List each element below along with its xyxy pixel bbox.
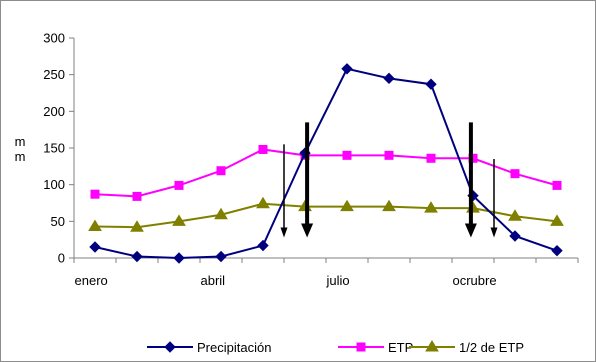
arrow-head bbox=[301, 223, 314, 238]
annotation-arrows bbox=[280, 122, 498, 238]
data-point bbox=[550, 214, 564, 226]
data-point bbox=[130, 220, 144, 232]
data-point bbox=[424, 201, 438, 213]
data-point bbox=[342, 150, 352, 160]
data-point bbox=[509, 230, 521, 242]
legend-marker bbox=[425, 340, 439, 352]
data-point bbox=[132, 191, 142, 201]
y-tick-label: 300 bbox=[43, 31, 65, 46]
arrow-annotation bbox=[280, 144, 288, 238]
data-point bbox=[426, 153, 436, 163]
data-point bbox=[551, 244, 563, 257]
x-tick-label: ocrubre bbox=[453, 273, 497, 288]
legend-label: 1/2 de ETP bbox=[459, 340, 524, 355]
data-point bbox=[258, 144, 268, 154]
y-tick-label: 0 bbox=[58, 251, 65, 266]
data-point bbox=[425, 78, 437, 90]
y-tick-label: 250 bbox=[43, 67, 65, 82]
legend-item: ETP bbox=[338, 340, 413, 355]
data-point bbox=[215, 250, 227, 263]
legend: Precipitación ETP 1/2 de ETP bbox=[147, 340, 524, 355]
y-axis-label-char: m bbox=[15, 134, 26, 149]
data-point bbox=[510, 169, 520, 179]
data-point bbox=[340, 199, 354, 212]
data-point bbox=[383, 72, 395, 85]
y-tick-label: 150 bbox=[43, 141, 65, 156]
data-point bbox=[174, 180, 184, 190]
data-point bbox=[90, 189, 100, 199]
data-point bbox=[508, 209, 522, 221]
series-layer bbox=[88, 63, 564, 264]
legend-label: Precipitación bbox=[197, 340, 271, 355]
arrow-annotation bbox=[301, 122, 314, 238]
data-point bbox=[172, 214, 186, 226]
series-line bbox=[94, 202, 558, 229]
arrow-head bbox=[490, 227, 498, 238]
series-1 bbox=[90, 144, 562, 201]
legend-item: 1/2 de ETP bbox=[409, 340, 524, 355]
series-line bbox=[94, 148, 558, 198]
data-point bbox=[131, 250, 143, 263]
series-0 bbox=[89, 63, 563, 264]
data-point bbox=[341, 63, 353, 75]
data-point bbox=[89, 241, 101, 253]
data-point bbox=[384, 150, 394, 160]
arrow-annotation bbox=[464, 122, 477, 238]
legend-marker bbox=[356, 342, 366, 352]
data-point bbox=[214, 207, 228, 220]
y-tick-label: 50 bbox=[51, 214, 65, 229]
y-tick-label: 100 bbox=[43, 177, 65, 192]
x-tick-label: julio bbox=[326, 273, 350, 288]
data-point bbox=[468, 153, 478, 163]
data-point bbox=[88, 219, 102, 231]
legend-label: ETP bbox=[388, 340, 413, 355]
data-point bbox=[382, 199, 396, 212]
arrow-head bbox=[464, 223, 477, 238]
arrow-head bbox=[280, 227, 288, 238]
data-point bbox=[216, 166, 226, 176]
data-point bbox=[552, 180, 562, 190]
data-point bbox=[256, 196, 270, 209]
y-axis-label: mm bbox=[15, 134, 26, 164]
series-line bbox=[94, 67, 558, 260]
y-axis-ticks: 0 50 100 150 200 250 300 bbox=[43, 31, 74, 266]
legend-item: Precipitación bbox=[147, 340, 271, 355]
x-axis-ticks: enero abril julio ocrubre bbox=[73, 258, 579, 288]
x-tick-label: enero bbox=[75, 273, 108, 288]
legend-marker bbox=[164, 341, 176, 353]
y-axis-label-char: m bbox=[15, 149, 26, 164]
arrow-annotation bbox=[490, 159, 498, 238]
x-tick-label: abril bbox=[201, 273, 226, 288]
y-tick-label: 200 bbox=[43, 104, 65, 119]
data-point bbox=[173, 252, 185, 264]
data-point bbox=[257, 239, 269, 252]
